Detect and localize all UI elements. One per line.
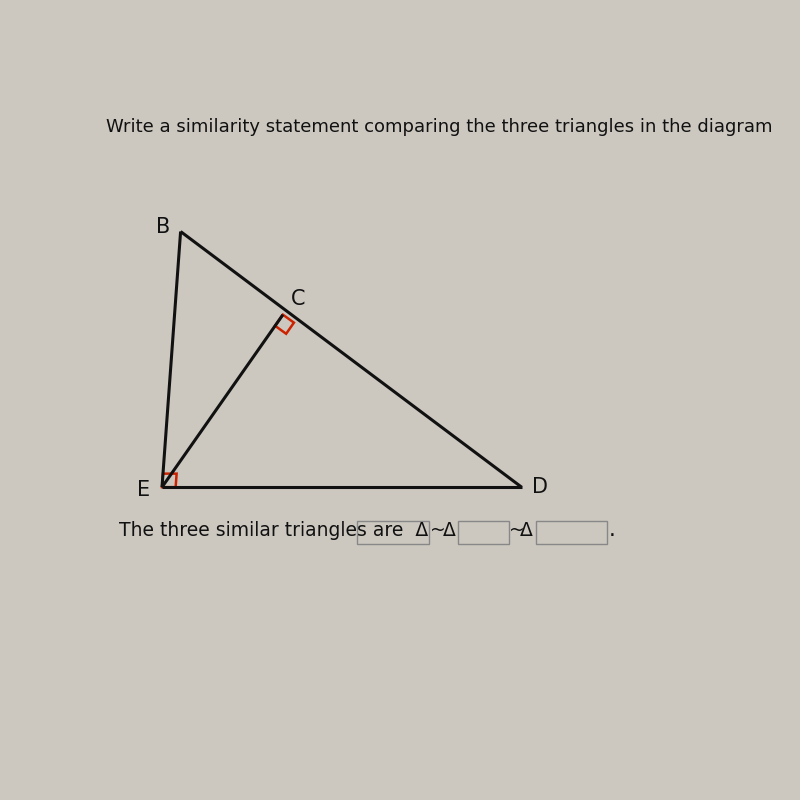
Text: C: C: [291, 290, 306, 310]
Text: Δ: Δ: [442, 521, 455, 540]
Bar: [536, 521, 607, 545]
Text: The three similar triangles are  Δ: The three similar triangles are Δ: [118, 521, 428, 540]
Text: D: D: [532, 477, 548, 497]
Bar: [458, 521, 509, 545]
Text: .: .: [609, 520, 615, 540]
Text: E: E: [137, 480, 150, 500]
Text: Write a similarity statement comparing the three triangles in the diagram: Write a similarity statement comparing t…: [106, 118, 773, 135]
Text: ~: ~: [430, 521, 446, 540]
Text: ~: ~: [509, 521, 525, 540]
Text: Δ: Δ: [520, 521, 533, 540]
Text: B: B: [156, 217, 170, 237]
Bar: [358, 521, 429, 545]
